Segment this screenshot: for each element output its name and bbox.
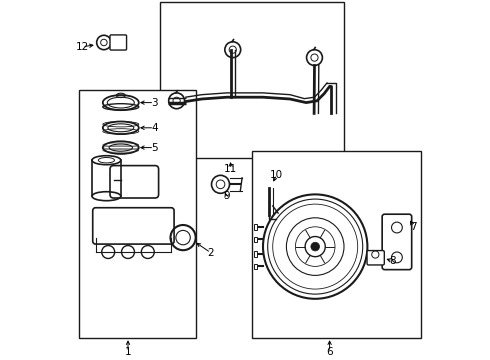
Text: 5: 5 — [151, 143, 158, 153]
Text: 10: 10 — [270, 170, 283, 180]
Text: 4: 4 — [151, 123, 158, 133]
FancyBboxPatch shape — [93, 208, 174, 244]
Text: 6: 6 — [326, 347, 333, 357]
Circle shape — [311, 242, 319, 251]
Text: 3: 3 — [151, 98, 158, 108]
Text: 12: 12 — [75, 42, 89, 52]
Text: 9: 9 — [223, 191, 230, 201]
Text: 2: 2 — [207, 248, 214, 258]
Bar — [160, 2, 344, 158]
Bar — [254, 251, 257, 257]
FancyBboxPatch shape — [382, 214, 412, 270]
Text: 1: 1 — [124, 347, 131, 357]
Text: 8: 8 — [389, 256, 396, 266]
Bar — [79, 90, 196, 338]
FancyBboxPatch shape — [110, 166, 159, 198]
Text: 11: 11 — [224, 164, 237, 174]
Bar — [252, 151, 421, 338]
FancyBboxPatch shape — [110, 35, 126, 50]
Bar — [254, 264, 257, 269]
Bar — [254, 237, 257, 242]
Text: 7: 7 — [410, 222, 417, 232]
Bar — [254, 224, 257, 230]
FancyBboxPatch shape — [367, 251, 384, 265]
